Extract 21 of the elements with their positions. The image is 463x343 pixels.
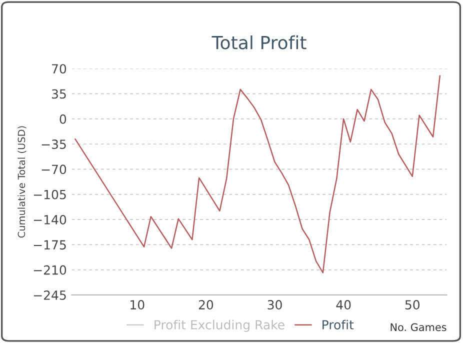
legend-label: Profit Excluding Rake	[154, 320, 284, 332]
legend-label: Profit	[322, 320, 354, 330]
y-tick-label: 70	[52, 64, 66, 74]
y-tick-label: −140	[34, 214, 66, 224]
x-tick-label: 40	[336, 300, 351, 310]
y-tick-label: 35	[52, 89, 66, 99]
y-tick-label: −70	[42, 164, 66, 174]
y-tick-label: −35	[42, 140, 66, 149]
x-tick-label: 30	[268, 300, 282, 310]
y-tick-label: −245	[34, 290, 66, 300]
y-tick-label: −175	[34, 240, 66, 250]
line-series	[74, 75, 441, 274]
y-tick-label: −105	[34, 190, 66, 200]
chart-title: Total Profit	[212, 35, 306, 50]
x-tick-label: 20	[198, 300, 214, 310]
x-tick-label: 50	[405, 300, 420, 310]
x-axis-title: No. Games	[390, 323, 446, 332]
y-axis-title: Cumulative Total (USD)	[18, 126, 26, 238]
y-tick-label: −210	[34, 265, 66, 275]
y-tick-label: 0	[60, 114, 66, 124]
x-tick-label: 10	[130, 300, 144, 310]
